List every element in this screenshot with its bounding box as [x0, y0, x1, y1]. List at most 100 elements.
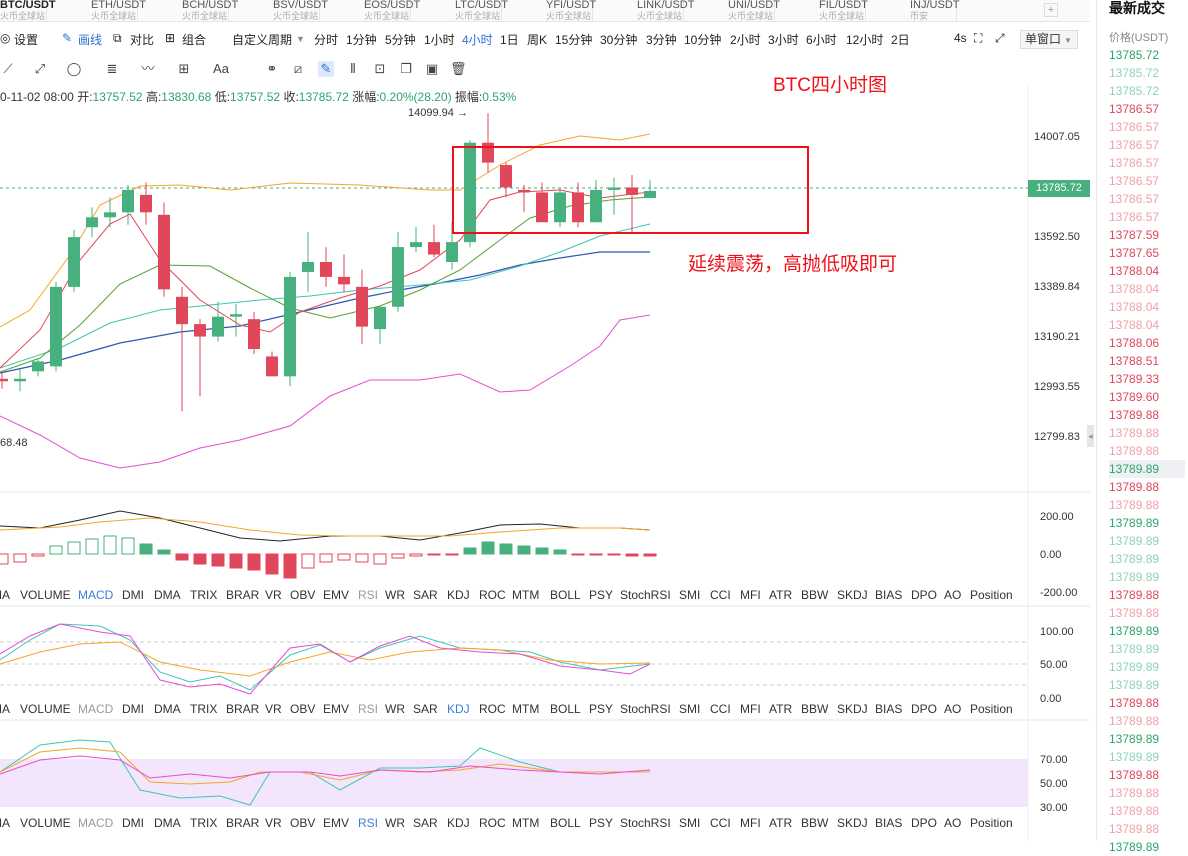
indicator-tab[interactable]: BOLL — [550, 588, 581, 602]
period-button[interactable]: 12小时 — [846, 33, 884, 47]
indicator-tab[interactable]: BBW — [801, 816, 829, 830]
indicator-tab[interactable]: MTM — [512, 588, 540, 602]
measure-tool-icon[interactable]: ⊞ — [178, 61, 190, 76]
indicator-tab[interactable]: VR — [265, 816, 282, 830]
indicator-tab[interactable]: BRAR — [226, 702, 260, 716]
indicator-tab[interactable]: BRAR — [226, 816, 260, 830]
line-tool-icon[interactable]: ⟋ — [3, 61, 13, 76]
indicator-tab[interactable]: SMI — [679, 702, 701, 716]
indicator-tab[interactable]: BRAR — [226, 588, 260, 602]
indicator-tab[interactable]: SAR — [413, 816, 438, 830]
indicator-tab[interactable]: DMI — [122, 816, 144, 830]
symbol-tab[interactable]: INJ/USDT 币安 — [866, 0, 960, 22]
expand-icon[interactable]: ⤢ — [995, 31, 1005, 45]
indicator-tab[interactable]: WR — [385, 702, 405, 716]
combine-icon[interactable]: ⊞ — [165, 31, 176, 45]
indicator-tab[interactable]: VR — [265, 588, 282, 602]
period-button[interactable]: 3小时 — [768, 33, 799, 47]
settings-icon[interactable]: ◎ — [0, 31, 11, 45]
price-chart[interactable]: 14007.05 13592.50 13389.84 13190.21 12993.55… — [0, 0, 1090, 841]
symbol-tab[interactable]: YFI/USDT 火币全球站 — [502, 0, 596, 22]
period-button[interactable]: 1分钟 — [346, 33, 377, 47]
text-tool-icon[interactable]: Aa — [213, 61, 229, 76]
indicator-tab[interactable]: MACD — [78, 816, 114, 830]
indicator-tab[interactable]: KDJ — [447, 588, 470, 602]
indicator-tab[interactable]: EMV — [323, 588, 350, 602]
indicator-tab[interactable]: OBV — [290, 816, 316, 830]
indicator-tab[interactable]: MACD — [78, 588, 114, 602]
indicator-tab[interactable]: Position — [970, 588, 1013, 602]
draw-icon[interactable]: ✎ — [62, 31, 73, 45]
symbol-tab[interactable]: BCH/USDT 火币全球站 — [138, 0, 238, 22]
indicator-tab[interactable]: StochRSI — [620, 702, 671, 716]
indicator-tab[interactable]: ATR — [769, 702, 793, 716]
indicator-tab[interactable]: WR — [385, 588, 405, 602]
period-button[interactable]: 1小时 — [424, 33, 455, 47]
indicator-tab[interactable]: Position — [970, 702, 1013, 716]
ellipse-tool-icon[interactable]: ◯ — [66, 61, 82, 76]
copy-icon[interactable]: ❐ — [400, 61, 412, 76]
indicator-tab[interactable]: EMV — [323, 816, 350, 830]
indicator-tab[interactable]: Position — [970, 816, 1013, 830]
indicator-tab[interactable]: EMV — [323, 702, 350, 716]
wave-tool-icon[interactable]: 〰 — [141, 61, 155, 76]
indicator-tab[interactable]: BOLL — [550, 816, 581, 830]
indicator-tab[interactable]: MA — [0, 588, 10, 602]
indicator-tab[interactable]: AO — [944, 816, 962, 830]
draw-button[interactable]: 画线 — [78, 33, 103, 47]
indicator-tab[interactable]: PSY — [589, 588, 614, 602]
indicator-tab[interactable]: RSI — [358, 588, 379, 602]
symbol-tab[interactable]: LTC/USDT 火币全球站 — [411, 0, 508, 22]
settings-button[interactable]: 设置 — [14, 33, 39, 47]
indicator-tab[interactable]: AO — [944, 588, 962, 602]
indicator-tab[interactable]: SMI — [679, 588, 701, 602]
indicator-tab[interactable]: DMI — [122, 588, 144, 602]
indicator-tab[interactable]: KDJ — [447, 816, 470, 830]
indicator-tab[interactable]: MFI — [740, 816, 761, 830]
period-button[interactable]: 4小时 — [462, 33, 493, 47]
pen-icon[interactable]: ✎ — [318, 61, 334, 77]
indicator-tab[interactable]: SMI — [679, 816, 701, 830]
indicator-tab[interactable]: SKDJ — [837, 816, 868, 830]
symbol-tab[interactable]: ETH/USDT 火币全球站 — [47, 0, 146, 22]
indicator-tab[interactable]: DPO — [911, 816, 938, 830]
indicator-tab[interactable]: CCI — [710, 816, 731, 830]
indicator-tab[interactable]: MA — [0, 816, 10, 830]
indicator-tab[interactable]: PSY — [589, 702, 614, 716]
period-button[interactable]: 2小时 — [730, 33, 761, 47]
symbol-tab[interactable]: EOS/USDT 火币全球站 — [320, 0, 420, 22]
indicator-tab[interactable]: ROC — [479, 816, 506, 830]
indicator-tab[interactable]: VOLUME — [20, 702, 71, 716]
indicator-tab[interactable]: StochRSI — [620, 588, 671, 602]
refresh-interval[interactable]: 4s — [954, 31, 967, 45]
window-mode-select[interactable]: 单窗口 ▼ — [1020, 30, 1078, 49]
compare-icon[interactable]: ⧉ — [113, 31, 122, 45]
collapse-handle[interactable]: ◂ — [1087, 425, 1094, 447]
indicator-tab[interactable]: VOLUME — [20, 816, 71, 830]
indicator-tab[interactable]: ATR — [769, 588, 793, 602]
ray-tool-icon[interactable]: ⤢ — [34, 61, 46, 76]
screenshot-icon[interactable]: ▣ — [425, 61, 439, 76]
indicator-tab[interactable]: MTM — [512, 702, 540, 716]
indicator-tab[interactable]: MTM — [512, 816, 540, 830]
custom-period-dropdown[interactable]: 自定义周期 — [232, 33, 293, 47]
symbol-tab[interactable]: BSV/USDT 火币全球站 — [229, 0, 328, 22]
indicator-tab[interactable]: DPO — [911, 702, 938, 716]
indicator-tab[interactable]: MACD — [78, 702, 114, 716]
indicator-tab[interactable]: BIAS — [875, 588, 903, 602]
period-button[interactable]: 10分钟 — [684, 33, 722, 47]
indicator-tab[interactable]: BBW — [801, 702, 829, 716]
indicator-tab[interactable]: PSY — [589, 816, 614, 830]
period-button[interactable]: 周K — [527, 33, 548, 47]
chevron-down-icon[interactable]: ▼ — [296, 34, 305, 44]
symbol-tab[interactable]: BTC/USDT 火币全球站 — [0, 0, 56, 22]
indicator-tab[interactable]: SAR — [413, 588, 438, 602]
indicator-tab[interactable]: TRIX — [190, 588, 218, 602]
lock-drawing-icon[interactable]: ⦀ — [350, 61, 356, 76]
hide-drawing-icon[interactable]: ⊡ — [374, 61, 386, 76]
indicator-tab[interactable]: SKDJ — [837, 702, 868, 716]
period-button[interactable]: 5分钟 — [385, 33, 416, 47]
indicator-tab[interactable]: WR — [385, 816, 405, 830]
indicator-tab[interactable]: BIAS — [875, 702, 903, 716]
period-button[interactable]: 6小时 — [806, 33, 837, 47]
